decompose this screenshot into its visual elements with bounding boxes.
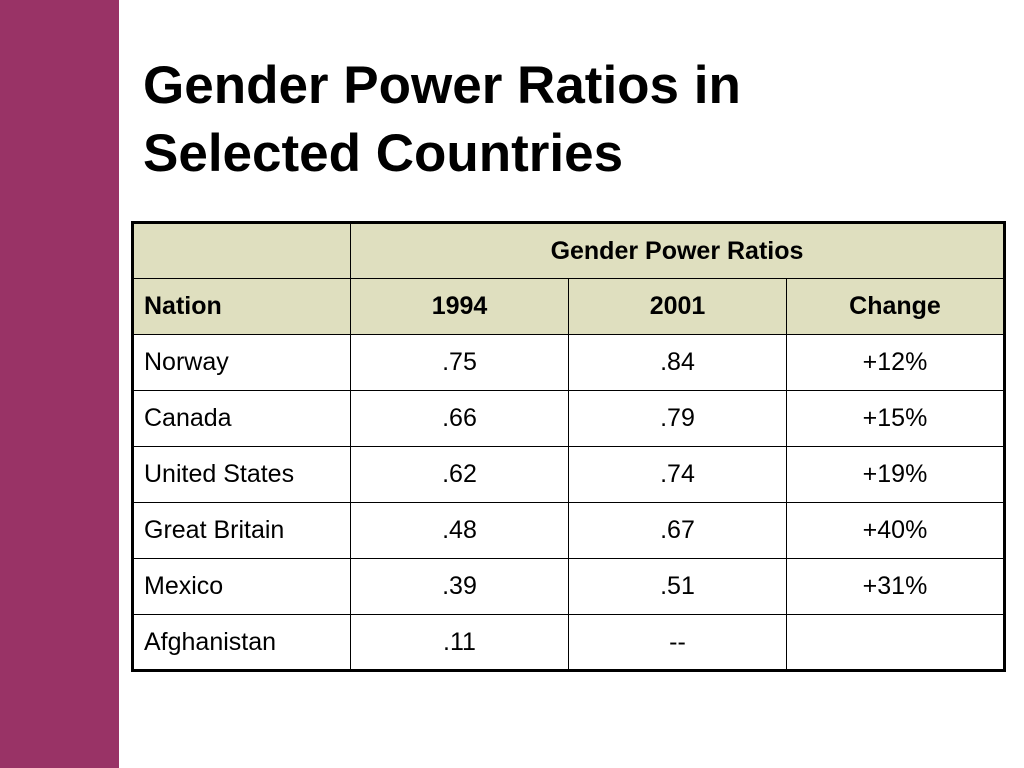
- ratio-1994-cell: .48: [350, 502, 569, 559]
- nation-cell: Canada: [132, 390, 351, 447]
- nation-cell: Mexico: [132, 558, 351, 615]
- ratio-2001-cell: .74: [568, 446, 787, 503]
- group-header-cell: Gender Power Ratios: [350, 222, 1005, 279]
- ratio-1994-cell: .75: [350, 334, 569, 391]
- table-row: United States .62 .74 +19%: [132, 446, 1005, 503]
- nation-cell: Norway: [132, 334, 351, 391]
- table-row: Afghanistan .11 --: [132, 614, 1005, 671]
- ratio-1994-cell: .66: [350, 390, 569, 447]
- nation-cell: Great Britain: [132, 502, 351, 559]
- empty-header-cell: [132, 222, 351, 279]
- ratio-1994-cell: .62: [350, 446, 569, 503]
- change-cell: +19%: [786, 446, 1005, 503]
- gender-power-ratios-table: Gender Power Ratios Nation 1994 2001 Cha…: [131, 221, 1006, 672]
- slide-title-line-1: Gender Power Ratios in: [143, 56, 741, 115]
- nation-cell: United States: [132, 446, 351, 503]
- change-cell: [786, 614, 1005, 671]
- ratio-2001-cell: .79: [568, 390, 787, 447]
- table-row: Norway .75 .84 +12%: [132, 334, 1005, 391]
- column-header-nation: Nation: [132, 278, 351, 335]
- change-cell: +15%: [786, 390, 1005, 447]
- change-cell: +40%: [786, 502, 1005, 559]
- table-header: Gender Power Ratios Nation 1994 2001 Cha…: [132, 222, 1005, 335]
- ratio-1994-cell: .39: [350, 558, 569, 615]
- nation-cell: Afghanistan: [132, 614, 351, 671]
- change-cell: +31%: [786, 558, 1005, 615]
- ratio-2001-cell: --: [568, 614, 787, 671]
- table-row: Mexico .39 .51 +31%: [132, 558, 1005, 615]
- ratio-2001-cell: .84: [568, 334, 787, 391]
- table-row: Great Britain .48 .67 +40%: [132, 502, 1005, 559]
- accent-sidebar: [0, 0, 119, 768]
- group-header-row: Gender Power Ratios: [132, 222, 1005, 279]
- ratio-1994-cell: .11: [350, 614, 569, 671]
- slide-title: Gender Power Ratios in Selected Countrie…: [143, 52, 983, 188]
- table-row: Canada .66 .79 +15%: [132, 390, 1005, 447]
- slide-title-line-2: Selected Countries: [143, 124, 624, 183]
- column-header-2001: 2001: [568, 278, 787, 335]
- column-header-change: Change: [786, 278, 1005, 335]
- column-header-1994: 1994: [350, 278, 569, 335]
- ratio-2001-cell: .67: [568, 502, 787, 559]
- column-header-row: Nation 1994 2001 Change: [132, 278, 1005, 335]
- change-cell: +12%: [786, 334, 1005, 391]
- table-body: Norway .75 .84 +12% Canada .66 .79 +15% …: [132, 334, 1005, 671]
- ratio-2001-cell: .51: [568, 558, 787, 615]
